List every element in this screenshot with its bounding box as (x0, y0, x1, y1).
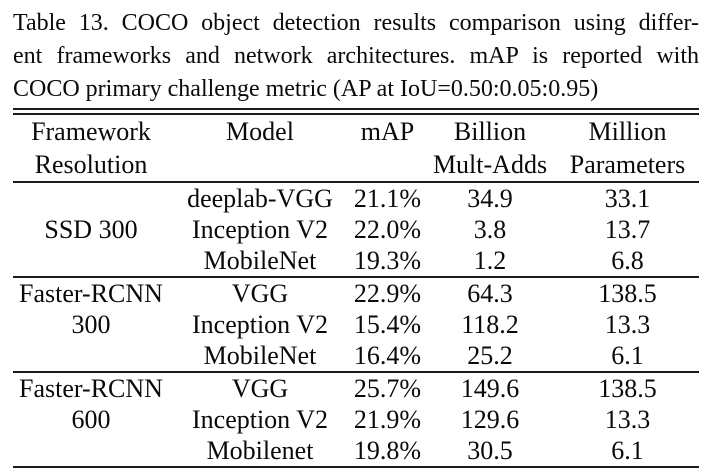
col-header-parameters: Parameters (569, 150, 686, 179)
framework-cell: Faster-RCNN (19, 279, 163, 308)
col-header-mult-adds: Mult-Adds (432, 150, 548, 179)
table-row: Faster-RCNN VGG 25.7% 149.6 138.5 (13, 372, 699, 404)
table-row: SSD 300 Inception V2 22.0% 3.8 13.7 (13, 214, 699, 245)
table-row: MobileNet 16.4% 25.2 6.1 (13, 340, 699, 372)
group-faster-rcnn-300: Faster-RCNN VGG 22.9% 64.3 138.5 300 Inc… (13, 277, 699, 372)
header-row-1: Framework Model mAP Billion Million (13, 115, 699, 148)
table-row: 300 Inception V2 15.4% 118.2 13.3 (13, 309, 699, 340)
group-faster-rcnn-600: Faster-RCNN VGG 25.7% 149.6 138.5 600 In… (13, 372, 699, 467)
params-cell: 6.1 (611, 341, 644, 370)
mult-adds-cell: 25.2 (467, 341, 513, 370)
mult-adds-cell: 64.3 (467, 279, 513, 308)
table-row: deeplab-VGG 21.1% 34.9 33.1 (13, 182, 699, 214)
header-row-2: Resolution Mult-Adds Parameters (13, 148, 699, 182)
caption-line-3: COCO primary challenge metric (AP at IoU… (13, 76, 599, 102)
col-header-framework: Framework (31, 117, 151, 146)
map-cell: 21.9% (353, 405, 422, 434)
results-table: Framework Model mAP Billion Million Reso… (13, 115, 699, 468)
col-header-billion: Billion (453, 117, 527, 146)
mult-adds-cell: 149.6 (460, 374, 520, 403)
table-figure: Table 13. COCO object detection results … (13, 0, 699, 468)
caption-line-2: ent frameworks and network architectures… (13, 43, 699, 69)
col-header-map: mAP (360, 117, 415, 146)
params-cell: 6.8 (611, 246, 644, 275)
framework-cell (13, 435, 169, 467)
params-cell: 138.5 (598, 279, 657, 308)
map-cell: 15.4% (353, 310, 422, 339)
col-header-model: Model (226, 117, 294, 146)
model-cell: Inception V2 (192, 405, 328, 434)
model-cell: Inception V2 (192, 215, 328, 244)
model-cell: deeplab-VGG (187, 184, 333, 213)
col-header-model-blank (169, 148, 351, 182)
mult-adds-cell: 1.2 (473, 246, 507, 275)
params-cell: 13.7 (604, 215, 651, 244)
map-cell: 22.9% (353, 279, 422, 308)
map-cell: 25.7% (353, 374, 422, 403)
col-header-map-blank (351, 148, 424, 182)
params-cell: 6.1 (611, 436, 644, 465)
params-cell: 33.1 (604, 184, 651, 213)
params-cell: 13.3 (604, 310, 651, 339)
table-row: MobileNet 19.3% 1.2 6.8 (13, 245, 699, 277)
table-caption: Table 13. COCO object detection results … (13, 0, 699, 106)
model-cell: VGG (231, 279, 289, 308)
framework-cell (13, 340, 169, 372)
caption-line-1: Table 13. COCO object detection results … (13, 10, 699, 36)
mult-adds-cell: 30.5 (467, 436, 513, 465)
map-cell: 16.4% (353, 341, 422, 370)
map-cell: 19.3% (353, 246, 422, 275)
framework-cell: SSD 300 (44, 215, 138, 244)
model-cell: Mobilenet (206, 436, 314, 465)
framework-cell (13, 245, 169, 277)
table-row: Faster-RCNN VGG 22.9% 64.3 138.5 (13, 277, 699, 309)
model-cell: MobileNet (203, 246, 317, 275)
mult-adds-cell: 129.6 (460, 405, 520, 434)
framework-cell: Faster-RCNN (19, 374, 163, 403)
framework-cell: 300 (71, 310, 111, 339)
mult-adds-cell: 3.8 (473, 215, 507, 244)
table-row: 600 Inception V2 21.9% 129.6 13.3 (13, 404, 699, 435)
table-row: Mobilenet 19.8% 30.5 6.1 (13, 435, 699, 467)
map-cell: 22.0% (353, 215, 422, 244)
map-cell: 21.1% (353, 184, 422, 213)
col-header-resolution: Resolution (34, 150, 148, 179)
col-header-million: Million (588, 117, 667, 146)
model-cell: Inception V2 (192, 310, 328, 339)
table-top-double-rule (13, 108, 699, 115)
params-cell: 13.3 (604, 405, 651, 434)
table-header: Framework Model mAP Billion Million Reso… (13, 115, 699, 182)
mult-adds-cell: 118.2 (461, 310, 519, 339)
model-cell: VGG (231, 374, 289, 403)
mult-adds-cell: 34.9 (467, 184, 513, 213)
framework-cell: 600 (71, 405, 111, 434)
group-ssd-300: deeplab-VGG 21.1% 34.9 33.1 SSD 300 Ince… (13, 182, 699, 277)
map-cell: 19.8% (353, 436, 422, 465)
framework-cell (13, 182, 169, 214)
params-cell: 138.5 (598, 374, 657, 403)
model-cell: MobileNet (203, 341, 317, 370)
